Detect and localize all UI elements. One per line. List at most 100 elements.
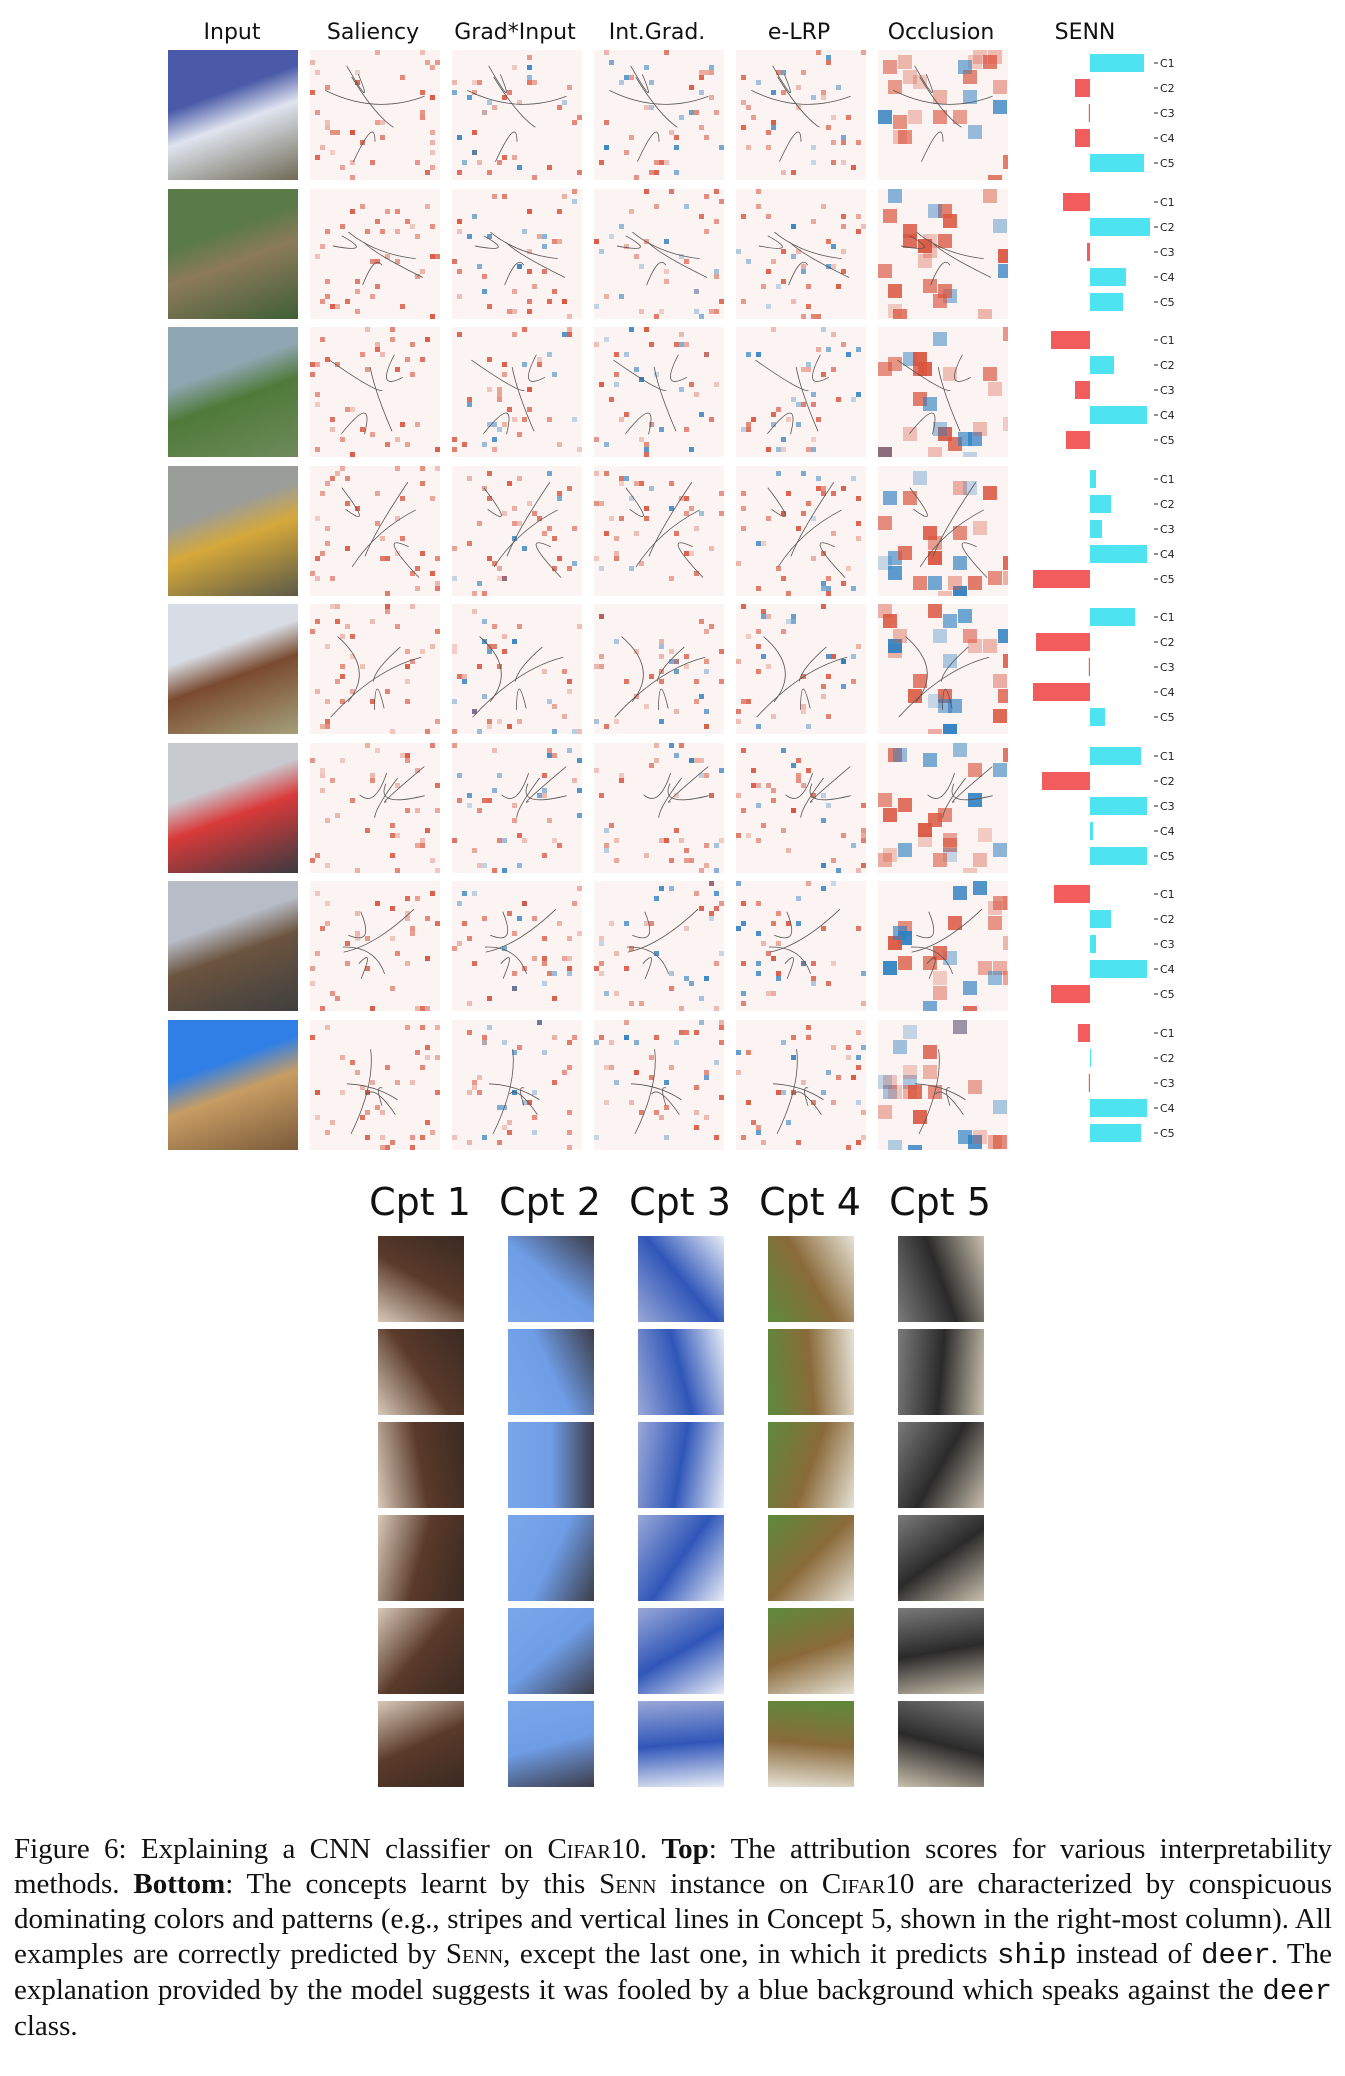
heat-cell xyxy=(624,150,629,155)
heat-cell xyxy=(325,719,330,724)
heat-cell xyxy=(806,1024,811,1030)
heat-cell xyxy=(547,525,552,531)
heat-cell xyxy=(679,1006,684,1011)
heat-cell xyxy=(796,85,801,90)
heat-cell xyxy=(998,689,1008,703)
heat-cell xyxy=(567,971,572,976)
heat-cell xyxy=(831,1099,836,1105)
saliency-map xyxy=(310,1019,440,1150)
heat-cell xyxy=(502,510,507,516)
heat-cell xyxy=(741,991,746,996)
heat-cell xyxy=(888,639,902,653)
heat-cell xyxy=(405,218,410,224)
heat-cell xyxy=(467,792,472,798)
heat-cell xyxy=(365,742,370,748)
heat-cell xyxy=(430,140,435,145)
heat-cell xyxy=(654,203,659,209)
heatmap-svg xyxy=(310,891,440,1011)
heat-cell xyxy=(963,480,977,495)
contour-line xyxy=(613,359,667,391)
heat-cell xyxy=(325,540,330,546)
heat-cell xyxy=(517,100,522,105)
heat-cell xyxy=(719,1094,724,1100)
heat-cell xyxy=(746,1099,751,1105)
heat-cell xyxy=(791,298,796,304)
heat-cell xyxy=(669,130,674,135)
heat-cell xyxy=(856,495,861,501)
heat-cell xyxy=(487,303,492,309)
heat-cell xyxy=(781,248,786,254)
heat-cell xyxy=(796,1139,801,1145)
heat-cell xyxy=(457,941,462,946)
contour-line xyxy=(643,772,671,799)
heat-cell xyxy=(983,639,997,653)
heat-cell xyxy=(704,659,709,664)
heat-cell xyxy=(385,208,390,214)
heat-cell xyxy=(821,792,826,798)
heat-cell xyxy=(714,268,719,274)
contour-line xyxy=(914,65,933,94)
contour-line xyxy=(952,765,993,803)
contour-line xyxy=(930,261,951,285)
heat-cell xyxy=(370,1006,375,1011)
heat-cell xyxy=(452,258,457,264)
heat-cell xyxy=(968,639,982,653)
heat-cell xyxy=(689,382,694,387)
input-image xyxy=(168,604,298,734)
heat-cell xyxy=(365,966,370,971)
heat-cell xyxy=(594,966,599,971)
heat-cell xyxy=(497,837,502,843)
contour-line xyxy=(535,541,562,578)
senn-label: C2 xyxy=(1160,359,1175,372)
heat-cell xyxy=(405,357,410,362)
heat-cell xyxy=(572,729,577,734)
heat-cell xyxy=(756,724,761,729)
concept-prototype-image xyxy=(378,1422,464,1508)
heat-cell xyxy=(709,916,714,921)
heat-cell xyxy=(390,986,395,991)
heat-cell xyxy=(831,881,836,886)
heat-cell xyxy=(719,1019,724,1025)
heat-cell xyxy=(502,95,507,100)
heat-cell xyxy=(487,357,492,362)
heat-cell xyxy=(878,362,892,376)
heat-cell xyxy=(846,1144,851,1150)
senn-bar xyxy=(1090,910,1111,928)
heatmap-svg xyxy=(452,188,577,319)
heat-cell xyxy=(993,896,1007,910)
heat-cell xyxy=(679,387,684,392)
heat-cell xyxy=(472,90,477,95)
heat-cell xyxy=(315,1089,320,1095)
contour-line xyxy=(467,89,567,105)
heat-cell xyxy=(599,565,604,571)
heat-cell xyxy=(552,752,557,758)
heat-cell xyxy=(826,981,831,986)
contour-line xyxy=(614,656,706,718)
heat-cell xyxy=(425,729,430,734)
heat-cell xyxy=(542,787,547,793)
int-grad-map xyxy=(594,188,724,319)
contour-line xyxy=(490,911,509,939)
heat-cell xyxy=(405,664,410,669)
heat-cell xyxy=(791,253,796,259)
heat-cell xyxy=(405,649,410,654)
heat-cell xyxy=(709,881,714,886)
heat-cell xyxy=(933,293,947,308)
heat-cell xyxy=(993,1099,1007,1114)
heat-cell xyxy=(998,248,1008,263)
heat-cell xyxy=(988,901,1002,915)
heat-cell xyxy=(644,105,649,110)
heat-cell xyxy=(888,1084,902,1099)
heat-cell xyxy=(430,313,435,319)
heat-cell xyxy=(527,387,532,392)
heat-cell xyxy=(923,752,937,767)
heat-cell xyxy=(938,807,952,822)
senn-bar xyxy=(1090,356,1114,374)
heat-cell xyxy=(567,936,572,941)
contour-line xyxy=(372,646,401,682)
heat-cell xyxy=(420,1024,425,1030)
heat-cell xyxy=(477,263,482,269)
heat-cell xyxy=(933,986,947,1000)
heat-cell xyxy=(410,570,415,576)
heat-cell xyxy=(562,298,567,304)
